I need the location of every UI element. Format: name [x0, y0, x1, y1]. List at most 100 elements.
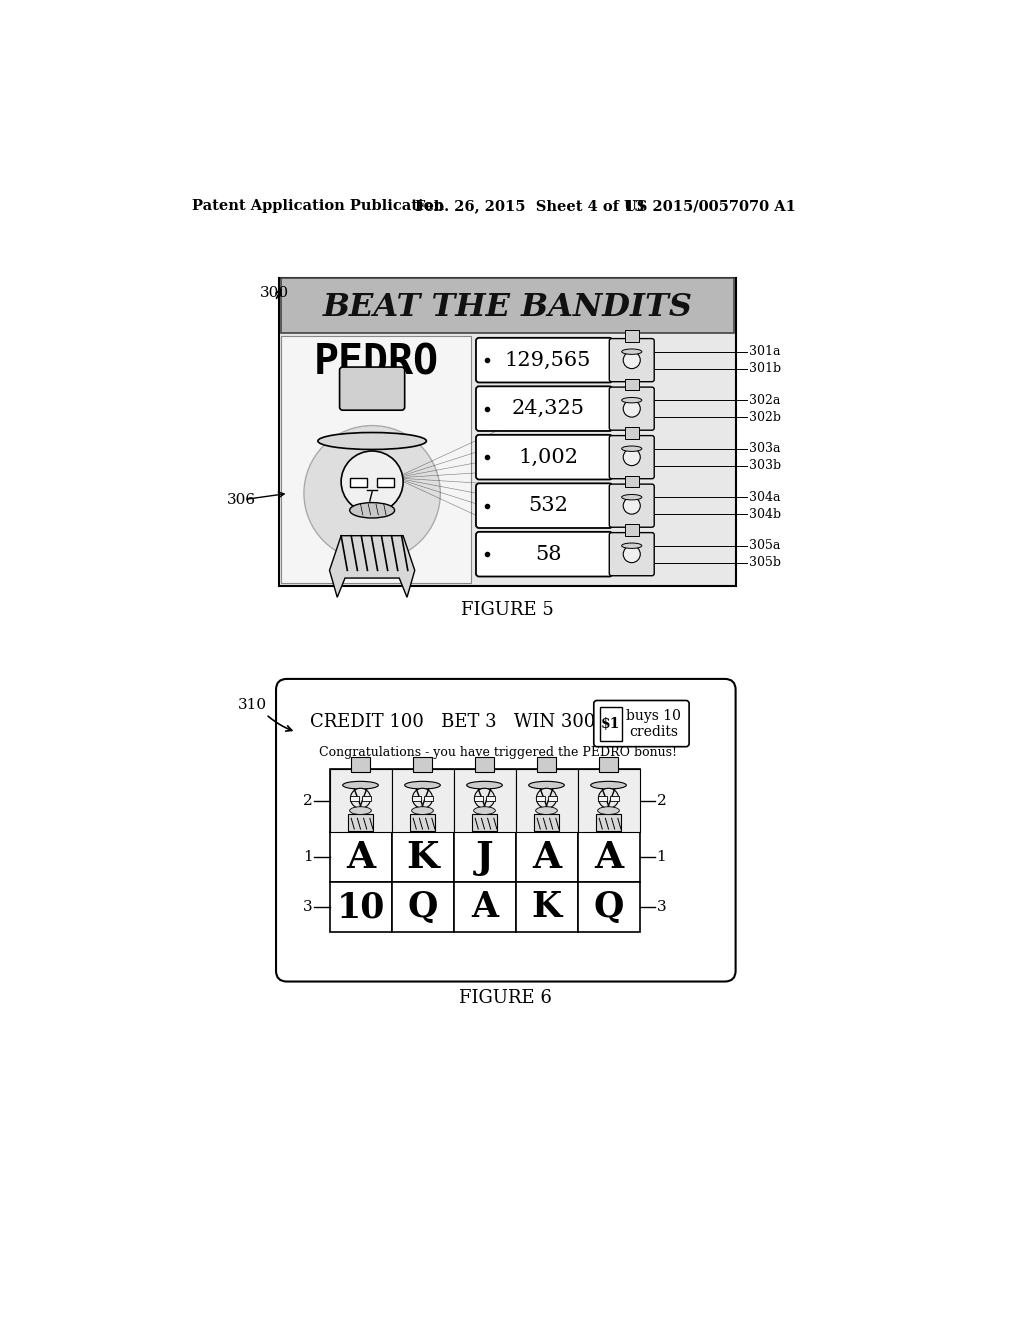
Text: 301b: 301b — [749, 362, 781, 375]
Ellipse shape — [622, 495, 642, 500]
Bar — [391, 832, 454, 882]
Text: Q: Q — [593, 890, 624, 924]
Bar — [536, 796, 545, 801]
Bar — [362, 796, 372, 801]
Bar — [538, 756, 556, 772]
Bar — [391, 770, 454, 832]
Bar — [454, 882, 515, 932]
Bar — [515, 832, 578, 882]
Bar — [625, 379, 639, 391]
FancyBboxPatch shape — [609, 533, 654, 576]
Text: A: A — [594, 838, 623, 875]
Bar — [535, 814, 559, 832]
Ellipse shape — [404, 781, 440, 789]
Bar — [377, 478, 394, 487]
Text: 302b: 302b — [749, 411, 780, 424]
Text: 305b: 305b — [749, 556, 780, 569]
Ellipse shape — [343, 781, 378, 789]
Text: 58: 58 — [535, 545, 561, 564]
Bar — [280, 277, 736, 586]
Ellipse shape — [317, 433, 426, 449]
FancyBboxPatch shape — [476, 532, 612, 577]
Text: 304b: 304b — [749, 508, 781, 520]
Bar — [350, 478, 368, 487]
Text: K: K — [531, 890, 561, 924]
Polygon shape — [330, 536, 415, 598]
Text: A: A — [346, 838, 375, 875]
Text: Congratulations - you have triggered the PEDRO bonus!: Congratulations - you have triggered the… — [319, 746, 677, 759]
FancyBboxPatch shape — [276, 678, 735, 982]
Ellipse shape — [598, 807, 620, 814]
Text: 129,565: 129,565 — [505, 351, 591, 370]
Circle shape — [474, 788, 495, 808]
Bar — [330, 882, 391, 932]
Circle shape — [624, 449, 640, 466]
Bar — [424, 796, 433, 801]
Ellipse shape — [622, 543, 642, 548]
FancyBboxPatch shape — [476, 483, 612, 528]
Text: BEAT THE BANDITS: BEAT THE BANDITS — [323, 292, 693, 322]
Text: 1: 1 — [303, 850, 312, 865]
Bar — [410, 814, 435, 832]
Bar — [330, 770, 391, 832]
Text: 306: 306 — [226, 492, 256, 507]
FancyBboxPatch shape — [476, 434, 612, 479]
Text: 1: 1 — [656, 850, 667, 865]
Ellipse shape — [591, 781, 627, 789]
Text: FIGURE 6: FIGURE 6 — [460, 989, 552, 1007]
Circle shape — [413, 788, 432, 808]
Text: 303b: 303b — [749, 459, 781, 473]
Circle shape — [537, 788, 557, 808]
Text: 305a: 305a — [749, 539, 780, 552]
Ellipse shape — [528, 781, 564, 789]
Circle shape — [624, 545, 640, 562]
Text: FIGURE 5: FIGURE 5 — [462, 602, 554, 619]
Ellipse shape — [349, 807, 372, 814]
Text: 310: 310 — [238, 698, 267, 711]
Circle shape — [624, 400, 640, 417]
FancyBboxPatch shape — [476, 387, 612, 430]
Bar — [625, 428, 639, 438]
Bar — [349, 796, 359, 801]
Bar — [515, 770, 578, 832]
Ellipse shape — [474, 807, 496, 814]
FancyBboxPatch shape — [476, 338, 612, 383]
Text: 10: 10 — [336, 890, 385, 924]
Text: CREDIT 100   BET 3   WIN 300: CREDIT 100 BET 3 WIN 300 — [310, 713, 596, 731]
Circle shape — [624, 351, 640, 368]
Bar — [282, 277, 734, 333]
Bar — [578, 770, 640, 832]
Text: US 2015/0057070 A1: US 2015/0057070 A1 — [624, 199, 796, 213]
Bar — [599, 756, 617, 772]
Bar — [454, 770, 515, 832]
Text: K: K — [407, 838, 439, 875]
Bar — [598, 796, 607, 801]
FancyBboxPatch shape — [340, 367, 404, 411]
FancyBboxPatch shape — [594, 701, 689, 747]
Ellipse shape — [536, 807, 557, 814]
Ellipse shape — [467, 781, 503, 789]
Bar — [596, 814, 621, 832]
Bar — [330, 832, 391, 882]
Bar — [625, 475, 639, 487]
Text: $1: $1 — [601, 717, 621, 730]
FancyBboxPatch shape — [609, 339, 654, 381]
Bar — [474, 796, 483, 801]
Text: 24,325: 24,325 — [512, 399, 585, 418]
Ellipse shape — [412, 807, 433, 814]
Circle shape — [350, 788, 371, 808]
FancyBboxPatch shape — [609, 484, 654, 527]
Text: 3: 3 — [656, 900, 667, 915]
Bar — [578, 832, 640, 882]
Bar — [282, 335, 471, 583]
Text: 3: 3 — [303, 900, 312, 915]
Text: 2: 2 — [303, 793, 312, 808]
Circle shape — [341, 451, 403, 512]
Text: 304a: 304a — [749, 491, 780, 504]
Circle shape — [598, 788, 618, 808]
Text: Feb. 26, 2015  Sheet 4 of 13: Feb. 26, 2015 Sheet 4 of 13 — [415, 199, 644, 213]
Text: 302a: 302a — [749, 393, 780, 407]
Bar — [578, 882, 640, 932]
Circle shape — [304, 425, 440, 561]
Ellipse shape — [622, 397, 642, 403]
